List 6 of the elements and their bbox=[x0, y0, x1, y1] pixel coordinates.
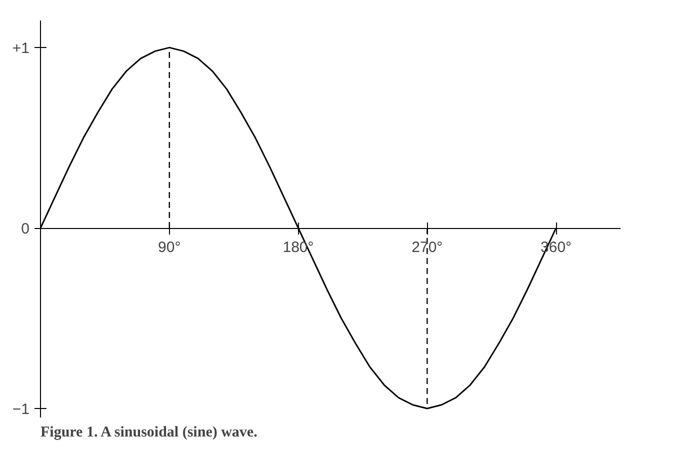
x-tick-label: 90° bbox=[158, 239, 181, 256]
caption: Figure 1. A sinusoidal (sine) wave. bbox=[40, 424, 258, 440]
x-tick-label: 270° bbox=[412, 239, 443, 256]
y-tick-label: +1 bbox=[12, 40, 30, 58]
y-tick-label: −1 bbox=[12, 400, 30, 418]
y-tick-label: 0 bbox=[21, 220, 30, 238]
